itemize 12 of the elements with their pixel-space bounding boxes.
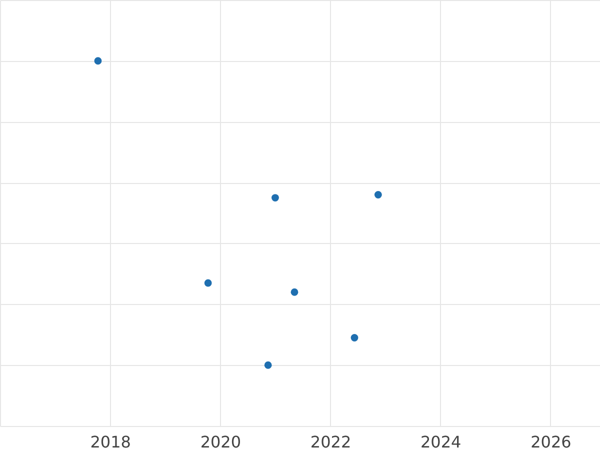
point [290,288,298,296]
point [204,279,212,287]
x-tick-label: 2020 [200,432,242,450]
x-tick-label: 2022 [310,432,352,450]
point [94,57,102,65]
point [350,334,358,342]
x-tick-label: 2024 [420,432,462,450]
point [272,194,279,202]
point [374,191,382,198]
point [264,361,272,369]
x-tick-label: 2026 [530,432,572,450]
x-tick-label: 2018 [90,432,131,450]
